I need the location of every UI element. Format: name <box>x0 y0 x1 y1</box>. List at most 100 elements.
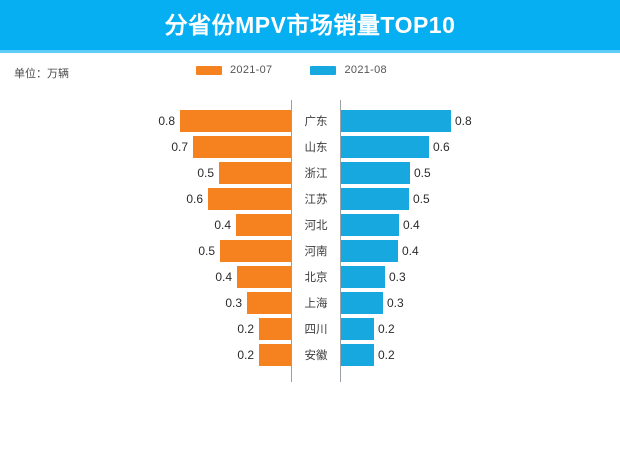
row-right-half: 0.4 <box>341 212 620 238</box>
category-label-cell: 四川 <box>291 316 341 342</box>
page-title: 分省份MPV市场销量TOP10 <box>164 11 456 38</box>
bar-right[interactable] <box>341 188 409 210</box>
category-label: 河南 <box>304 246 328 258</box>
bar-right[interactable] <box>341 292 383 314</box>
category-label: 北京 <box>304 272 328 284</box>
category-label-cell: 浙江 <box>291 160 341 186</box>
bar-right[interactable] <box>341 266 385 288</box>
category-label: 四川 <box>304 324 328 336</box>
row-right-half: 0.3 <box>341 264 620 290</box>
chart-meta-row: 单位：万辆 2021-07 2021-08 <box>0 56 620 90</box>
row-left-half: 0.5 <box>0 238 291 264</box>
bar-right[interactable] <box>341 240 398 262</box>
row-right-half: 0.2 <box>341 316 620 342</box>
bar-right[interactable] <box>341 162 410 184</box>
bar-left[interactable] <box>247 292 291 314</box>
bar-value-label-right: 0.3 <box>389 270 406 284</box>
chart-row: 0.8 广东 0.8 <box>0 108 620 134</box>
chart-row: 0.2 安徽 0.2 <box>0 342 620 368</box>
row-right-half: 0.5 <box>341 186 620 212</box>
category-label: 江苏 <box>304 194 328 206</box>
bar-value-label-right: 0.5 <box>413 192 430 206</box>
row-right-half: 0.2 <box>341 342 620 368</box>
chart-row: 0.4 北京 0.3 <box>0 264 620 290</box>
bar-left[interactable] <box>237 266 291 288</box>
bar-value-label-left: 0.2 <box>237 322 254 336</box>
bar-value-label-left: 0.8 <box>158 114 175 128</box>
row-left-half: 0.4 <box>0 264 291 290</box>
category-label-cell: 安徽 <box>291 342 341 368</box>
bar-right[interactable] <box>341 344 374 366</box>
bar-value-label-left: 0.7 <box>171 140 188 154</box>
chart-rows: 0.8 广东 0.8 0.7 山东 0.6 0.5 浙江 0.5 0.6 江苏 0.5 0.4 河北 0.4… <box>0 108 620 368</box>
row-right-half: 0.4 <box>341 238 620 264</box>
legend-label-2021-07: 2021-07 <box>230 64 273 76</box>
category-label: 浙江 <box>304 168 328 180</box>
axis-line-right <box>340 100 341 382</box>
chart-row: 0.7 山东 0.6 <box>0 134 620 160</box>
legend-item-2021-08[interactable]: 2021-08 <box>310 64 387 76</box>
bar-value-label-right: 0.4 <box>402 244 419 258</box>
chart-legend: 2021-07 2021-08 <box>196 64 387 76</box>
bar-left[interactable] <box>259 344 291 366</box>
bar-value-label-right: 0.2 <box>378 322 395 336</box>
bar-left[interactable] <box>193 136 291 158</box>
legend-label-2021-08: 2021-08 <box>344 64 387 76</box>
bar-value-label-right: 0.2 <box>378 348 395 362</box>
bar-right[interactable] <box>341 110 451 132</box>
row-right-half: 0.6 <box>341 134 620 160</box>
row-left-half: 0.5 <box>0 160 291 186</box>
category-label-cell: 北京 <box>291 264 341 290</box>
diverging-bar-chart: 0.8 广东 0.8 0.7 山东 0.6 0.5 浙江 0.5 0.6 江苏 0.5 0.4 河北 0.4… <box>0 100 620 390</box>
bar-right[interactable] <box>341 214 399 236</box>
bar-value-label-left: 0.5 <box>198 244 215 258</box>
category-label-cell: 上海 <box>291 290 341 316</box>
bar-value-label-left: 0.3 <box>225 296 242 310</box>
bar-right[interactable] <box>341 318 374 340</box>
category-label-cell: 山东 <box>291 134 341 160</box>
bar-left[interactable] <box>208 188 291 210</box>
category-label: 安徽 <box>304 350 328 362</box>
bar-left[interactable] <box>219 162 291 184</box>
row-right-half: 0.8 <box>341 108 620 134</box>
row-left-half: 0.6 <box>0 186 291 212</box>
row-left-half: 0.8 <box>0 108 291 134</box>
bar-left[interactable] <box>259 318 291 340</box>
chart-header-banner: 分省份MPV市场销量TOP10 <box>0 0 620 53</box>
legend-swatch-blue <box>310 65 337 75</box>
unit-label: 单位：万辆 <box>14 68 69 80</box>
category-label: 河北 <box>304 220 328 232</box>
category-label-cell: 河南 <box>291 238 341 264</box>
bar-value-label-left: 0.2 <box>237 348 254 362</box>
chart-row: 0.3 上海 0.3 <box>0 290 620 316</box>
bar-value-label-left: 0.5 <box>197 166 214 180</box>
row-left-half: 0.2 <box>0 342 291 368</box>
row-right-half: 0.5 <box>341 160 620 186</box>
category-label-cell: 广东 <box>291 108 341 134</box>
chart-row: 0.2 四川 0.2 <box>0 316 620 342</box>
bar-value-label-left: 0.4 <box>214 218 231 232</box>
bar-value-label-left: 0.6 <box>186 192 203 206</box>
bar-value-label-right: 0.6 <box>433 140 450 154</box>
chart-row: 0.4 河北 0.4 <box>0 212 620 238</box>
bar-left[interactable] <box>180 110 291 132</box>
chart-row: 0.5 河南 0.4 <box>0 238 620 264</box>
category-label-cell: 河北 <box>291 212 341 238</box>
bar-left[interactable] <box>220 240 291 262</box>
legend-item-2021-07[interactable]: 2021-07 <box>196 64 272 76</box>
bar-value-label-right: 0.4 <box>403 218 420 232</box>
row-left-half: 0.4 <box>0 212 291 238</box>
bar-value-label-right: 0.8 <box>455 114 472 128</box>
chart-row: 0.5 浙江 0.5 <box>0 160 620 186</box>
chart-row: 0.6 江苏 0.5 <box>0 186 620 212</box>
bar-value-label-right: 0.3 <box>387 296 404 310</box>
row-left-half: 0.7 <box>0 134 291 160</box>
bar-value-label-left: 0.4 <box>215 270 232 284</box>
row-left-half: 0.3 <box>0 290 291 316</box>
bar-left[interactable] <box>236 214 291 236</box>
row-right-half: 0.3 <box>341 290 620 316</box>
bar-right[interactable] <box>341 136 429 158</box>
category-label: 广东 <box>304 116 328 128</box>
category-label: 山东 <box>304 142 328 154</box>
